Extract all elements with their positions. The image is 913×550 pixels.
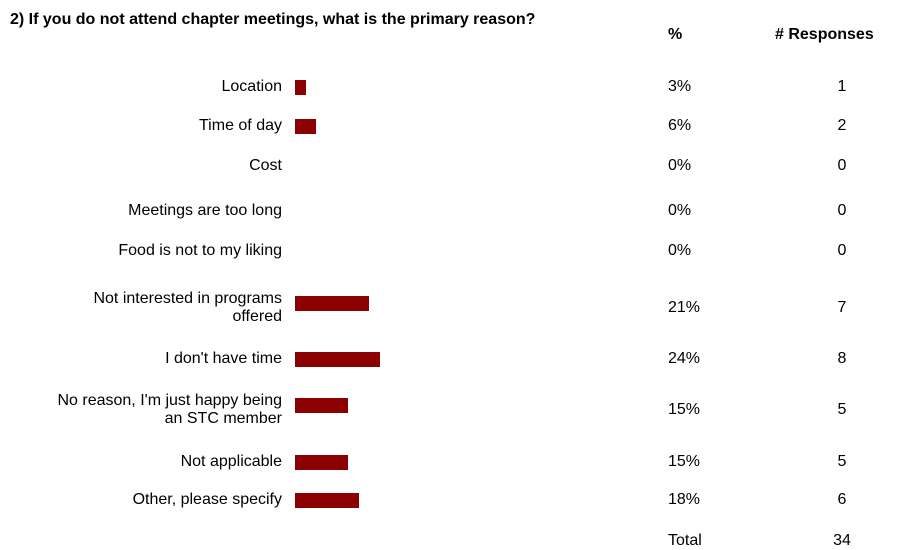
category-label: Food is not to my liking (118, 242, 282, 259)
response-count: 5 (837, 453, 847, 470)
response-count: 6 (837, 491, 847, 508)
response-count: 7 (837, 299, 847, 316)
category-label: Cost (249, 157, 282, 174)
total-label: Total (668, 532, 702, 549)
bar (295, 351, 380, 367)
percent-header: % (668, 26, 683, 43)
response-count: 0 (837, 242, 847, 259)
response-count: 0 (837, 202, 847, 219)
percent-value: 3% (668, 78, 692, 95)
percent-value: 24% (668, 350, 701, 367)
response-count: 1 (837, 78, 847, 95)
category-label: Other, please specify (132, 491, 282, 508)
category-label: Not applicable (180, 453, 282, 470)
bar (295, 296, 370, 311)
category-label: I don't have time (165, 350, 282, 367)
bar (295, 454, 349, 470)
response-count: 8 (837, 350, 847, 367)
percent-value: 0% (668, 242, 692, 259)
responses-header: # Responses (775, 26, 874, 43)
category-label: Meetings are too long (128, 202, 282, 219)
percent-value: 21% (668, 299, 701, 316)
percent-value: 6% (668, 117, 692, 134)
percent-value: 0% (668, 157, 692, 174)
percent-value: 0% (668, 202, 692, 219)
category-label: No reason, I'm just happy being an STC m… (57, 392, 282, 427)
category-label: Location (221, 78, 283, 95)
percent-value: 15% (668, 453, 701, 470)
question-title: 2) If you do not attend chapter meetings… (10, 11, 536, 28)
response-count: 2 (837, 117, 847, 134)
response-count: 0 (837, 157, 847, 174)
category-label: Not interested in programs offered (93, 290, 282, 325)
bar (295, 492, 359, 508)
bar (295, 118, 317, 134)
response-count: 5 (837, 401, 847, 418)
total-value: 34 (833, 532, 851, 549)
bar (295, 79, 306, 95)
bar (295, 398, 349, 413)
percent-value: 18% (668, 491, 701, 508)
percent-value: 15% (668, 401, 701, 418)
category-label: Time of day (199, 117, 282, 134)
